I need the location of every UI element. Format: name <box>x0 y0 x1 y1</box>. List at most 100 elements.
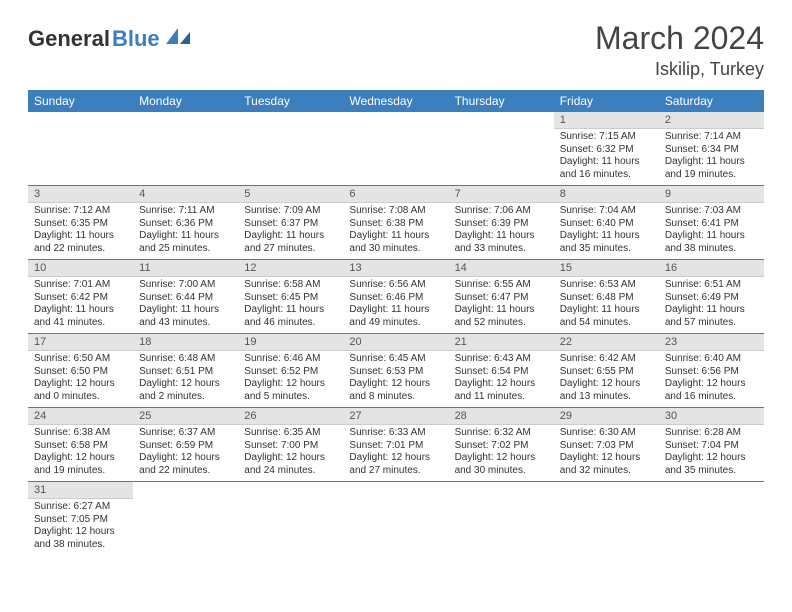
calendar-day-cell: 7Sunrise: 7:06 AMSunset: 6:39 PMDaylight… <box>449 186 554 260</box>
calendar-week-row: 3Sunrise: 7:12 AMSunset: 6:35 PMDaylight… <box>28 186 764 260</box>
calendar-table: SundayMondayTuesdayWednesdayThursdayFrid… <box>28 90 764 555</box>
day-content: Sunrise: 6:38 AMSunset: 6:58 PMDaylight:… <box>28 425 133 481</box>
day-content: Sunrise: 6:45 AMSunset: 6:53 PMDaylight:… <box>343 351 448 407</box>
calendar-day-cell: 24Sunrise: 6:38 AMSunset: 6:58 PMDayligh… <box>28 408 133 482</box>
day-number: 23 <box>659 334 764 351</box>
day-number: 29 <box>554 408 659 425</box>
day-number: 13 <box>343 260 448 277</box>
calendar-week-row: 1Sunrise: 7:15 AMSunset: 6:32 PMDaylight… <box>28 112 764 186</box>
day-number: 22 <box>554 334 659 351</box>
calendar-day-cell: 18Sunrise: 6:48 AMSunset: 6:51 PMDayligh… <box>133 334 238 408</box>
calendar-day-cell: 22Sunrise: 6:42 AMSunset: 6:55 PMDayligh… <box>554 334 659 408</box>
calendar-day-cell: 28Sunrise: 6:32 AMSunset: 7:02 PMDayligh… <box>449 408 554 482</box>
calendar-day-cell: 5Sunrise: 7:09 AMSunset: 6:37 PMDaylight… <box>238 186 343 260</box>
calendar-day-cell: 4Sunrise: 7:11 AMSunset: 6:36 PMDaylight… <box>133 186 238 260</box>
calendar-day-cell: 1Sunrise: 7:15 AMSunset: 6:32 PMDaylight… <box>554 112 659 186</box>
day-number: 31 <box>28 482 133 499</box>
day-content: Sunrise: 7:00 AMSunset: 6:44 PMDaylight:… <box>133 277 238 333</box>
day-number: 3 <box>28 186 133 203</box>
day-content: Sunrise: 7:06 AMSunset: 6:39 PMDaylight:… <box>449 203 554 259</box>
day-content: Sunrise: 6:48 AMSunset: 6:51 PMDaylight:… <box>133 351 238 407</box>
calendar-day-cell: 8Sunrise: 7:04 AMSunset: 6:40 PMDaylight… <box>554 186 659 260</box>
calendar-day-cell <box>238 482 343 556</box>
day-number: 11 <box>133 260 238 277</box>
day-number: 19 <box>238 334 343 351</box>
day-content: Sunrise: 6:56 AMSunset: 6:46 PMDaylight:… <box>343 277 448 333</box>
calendar-week-row: 10Sunrise: 7:01 AMSunset: 6:42 PMDayligh… <box>28 260 764 334</box>
day-content: Sunrise: 6:58 AMSunset: 6:45 PMDaylight:… <box>238 277 343 333</box>
day-number: 25 <box>133 408 238 425</box>
day-number: 18 <box>133 334 238 351</box>
day-number: 4 <box>133 186 238 203</box>
day-number: 26 <box>238 408 343 425</box>
day-content: Sunrise: 6:51 AMSunset: 6:49 PMDaylight:… <box>659 277 764 333</box>
calendar-day-cell: 3Sunrise: 7:12 AMSunset: 6:35 PMDaylight… <box>28 186 133 260</box>
calendar-day-cell: 26Sunrise: 6:35 AMSunset: 7:00 PMDayligh… <box>238 408 343 482</box>
weekday-header: Thursday <box>449 90 554 112</box>
calendar-day-cell: 31Sunrise: 6:27 AMSunset: 7:05 PMDayligh… <box>28 482 133 556</box>
weekday-header-row: SundayMondayTuesdayWednesdayThursdayFrid… <box>28 90 764 112</box>
header: GeneralBlue March 2024 Iskilip, Turkey <box>28 20 764 80</box>
brand-logo: GeneralBlue <box>28 26 192 52</box>
calendar-day-cell <box>238 112 343 186</box>
day-content: Sunrise: 6:43 AMSunset: 6:54 PMDaylight:… <box>449 351 554 407</box>
weekday-header: Tuesday <box>238 90 343 112</box>
calendar-page: GeneralBlue March 2024 Iskilip, Turkey S… <box>0 0 792 575</box>
calendar-day-cell: 11Sunrise: 7:00 AMSunset: 6:44 PMDayligh… <box>133 260 238 334</box>
brand-name-2: Blue <box>112 26 160 52</box>
day-content: Sunrise: 6:50 AMSunset: 6:50 PMDaylight:… <box>28 351 133 407</box>
day-content: Sunrise: 7:14 AMSunset: 6:34 PMDaylight:… <box>659 129 764 185</box>
calendar-day-cell: 13Sunrise: 6:56 AMSunset: 6:46 PMDayligh… <box>343 260 448 334</box>
day-content: Sunrise: 6:30 AMSunset: 7:03 PMDaylight:… <box>554 425 659 481</box>
sail-icon <box>166 26 192 52</box>
day-content: Sunrise: 7:01 AMSunset: 6:42 PMDaylight:… <box>28 277 133 333</box>
day-content: Sunrise: 6:55 AMSunset: 6:47 PMDaylight:… <box>449 277 554 333</box>
calendar-day-cell: 12Sunrise: 6:58 AMSunset: 6:45 PMDayligh… <box>238 260 343 334</box>
day-number: 21 <box>449 334 554 351</box>
day-number: 27 <box>343 408 448 425</box>
calendar-day-cell: 20Sunrise: 6:45 AMSunset: 6:53 PMDayligh… <box>343 334 448 408</box>
calendar-day-cell: 6Sunrise: 7:08 AMSunset: 6:38 PMDaylight… <box>343 186 448 260</box>
day-number: 17 <box>28 334 133 351</box>
title-block: March 2024 Iskilip, Turkey <box>595 20 764 80</box>
day-content: Sunrise: 6:42 AMSunset: 6:55 PMDaylight:… <box>554 351 659 407</box>
calendar-day-cell: 23Sunrise: 6:40 AMSunset: 6:56 PMDayligh… <box>659 334 764 408</box>
calendar-day-cell: 16Sunrise: 6:51 AMSunset: 6:49 PMDayligh… <box>659 260 764 334</box>
calendar-day-cell: 25Sunrise: 6:37 AMSunset: 6:59 PMDayligh… <box>133 408 238 482</box>
day-number: 5 <box>238 186 343 203</box>
day-content: Sunrise: 7:15 AMSunset: 6:32 PMDaylight:… <box>554 129 659 185</box>
day-content: Sunrise: 7:09 AMSunset: 6:37 PMDaylight:… <box>238 203 343 259</box>
day-number: 7 <box>449 186 554 203</box>
weekday-header: Monday <box>133 90 238 112</box>
day-content: Sunrise: 7:11 AMSunset: 6:36 PMDaylight:… <box>133 203 238 259</box>
calendar-day-cell: 10Sunrise: 7:01 AMSunset: 6:42 PMDayligh… <box>28 260 133 334</box>
weekday-header: Friday <box>554 90 659 112</box>
day-number: 28 <box>449 408 554 425</box>
calendar-day-cell: 17Sunrise: 6:50 AMSunset: 6:50 PMDayligh… <box>28 334 133 408</box>
day-content: Sunrise: 6:53 AMSunset: 6:48 PMDaylight:… <box>554 277 659 333</box>
day-number: 1 <box>554 112 659 129</box>
calendar-day-cell: 15Sunrise: 6:53 AMSunset: 6:48 PMDayligh… <box>554 260 659 334</box>
calendar-day-cell <box>554 482 659 556</box>
calendar-day-cell <box>343 482 448 556</box>
day-number: 6 <box>343 186 448 203</box>
calendar-day-cell <box>449 482 554 556</box>
weekday-header: Sunday <box>28 90 133 112</box>
calendar-week-row: 17Sunrise: 6:50 AMSunset: 6:50 PMDayligh… <box>28 334 764 408</box>
day-content: Sunrise: 6:37 AMSunset: 6:59 PMDaylight:… <box>133 425 238 481</box>
calendar-day-cell: 29Sunrise: 6:30 AMSunset: 7:03 PMDayligh… <box>554 408 659 482</box>
calendar-day-cell <box>28 112 133 186</box>
day-number: 20 <box>343 334 448 351</box>
day-content: Sunrise: 6:46 AMSunset: 6:52 PMDaylight:… <box>238 351 343 407</box>
day-number: 9 <box>659 186 764 203</box>
day-number: 16 <box>659 260 764 277</box>
day-content: Sunrise: 6:27 AMSunset: 7:05 PMDaylight:… <box>28 499 133 555</box>
day-number: 10 <box>28 260 133 277</box>
day-content: Sunrise: 6:28 AMSunset: 7:04 PMDaylight:… <box>659 425 764 481</box>
day-content: Sunrise: 6:35 AMSunset: 7:00 PMDaylight:… <box>238 425 343 481</box>
day-number: 12 <box>238 260 343 277</box>
weekday-header: Saturday <box>659 90 764 112</box>
month-title: March 2024 <box>595 20 764 57</box>
day-number: 14 <box>449 260 554 277</box>
calendar-day-cell: 14Sunrise: 6:55 AMSunset: 6:47 PMDayligh… <box>449 260 554 334</box>
